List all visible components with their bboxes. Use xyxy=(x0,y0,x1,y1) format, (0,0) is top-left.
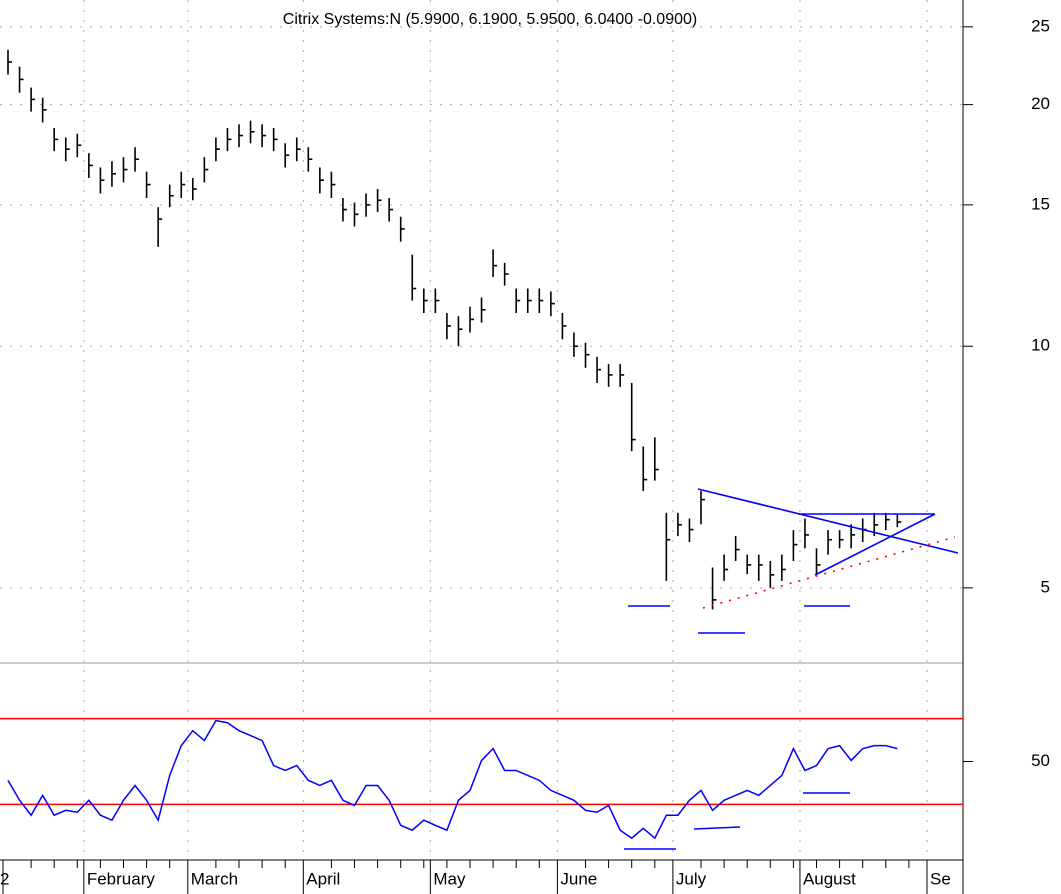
x-tick-label: March xyxy=(191,869,238,888)
x-tick-label: July xyxy=(676,869,707,888)
chart-title: Citrix Systems:N (5.9900, 6.1900, 5.9500… xyxy=(283,11,697,28)
trendlines xyxy=(624,488,959,850)
y-tick-label: 10 xyxy=(1031,336,1050,355)
y-tick-label: 25 xyxy=(1031,16,1050,35)
x-tick-label: April xyxy=(306,869,340,888)
y-tick-label: 20 xyxy=(1031,94,1050,113)
x-tick-label: 2 xyxy=(0,869,9,888)
x-tick-label: Se xyxy=(930,869,951,888)
x-tick-label: August xyxy=(803,869,856,888)
indicator-support-line xyxy=(693,826,741,830)
price-bars xyxy=(7,49,902,610)
indicator-tick-label: 50 xyxy=(1031,751,1050,770)
trendline xyxy=(697,488,959,554)
indicator-line xyxy=(7,719,898,840)
x-tick-label: February xyxy=(87,869,156,888)
x-tick-label: June xyxy=(560,869,597,888)
y-tick-label: 5 xyxy=(1041,577,1050,596)
trendline xyxy=(814,513,936,576)
x-tick-label: May xyxy=(433,869,466,888)
y-tick-label: 15 xyxy=(1031,194,1050,213)
